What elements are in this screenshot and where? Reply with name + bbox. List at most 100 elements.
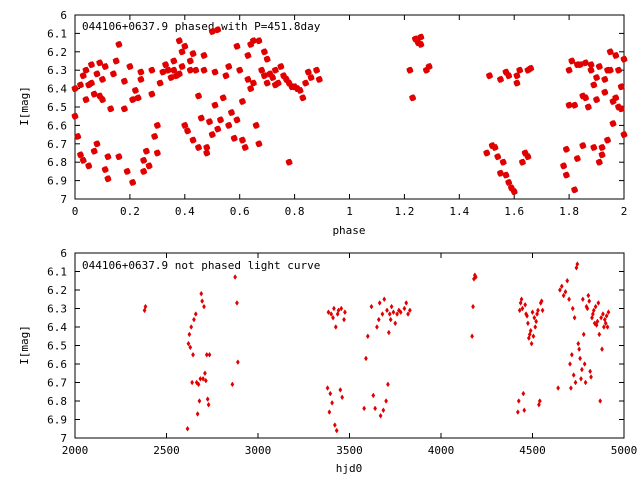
phased-data-point bbox=[505, 178, 513, 186]
phased-data-point bbox=[214, 26, 222, 34]
bottom-x-tick-label: 2500 bbox=[153, 444, 180, 457]
phased-data-point bbox=[587, 66, 595, 74]
phased-data-point bbox=[71, 85, 79, 93]
phased-data-point bbox=[595, 158, 603, 166]
phased-data-point bbox=[101, 63, 109, 70]
phased-light-curve-panel: 044106+0637.9 phased with P=451.8day pha… bbox=[18, 9, 628, 237]
phased-data-point bbox=[590, 144, 598, 151]
unphased-data-point bbox=[333, 324, 338, 330]
phased-data-point bbox=[425, 63, 433, 70]
unphased-data-point bbox=[540, 307, 545, 314]
phased-data-point bbox=[167, 74, 175, 82]
phased-data-point bbox=[313, 66, 321, 74]
phased-data-point bbox=[584, 103, 592, 111]
phased-data-point bbox=[260, 48, 268, 56]
top-x-tick-label: 2 bbox=[621, 205, 628, 218]
unphased-data-point bbox=[203, 370, 207, 377]
phased-data-point bbox=[129, 178, 137, 186]
top-x-tick-label: 0.6 bbox=[230, 205, 250, 218]
phased-data-point bbox=[244, 75, 252, 83]
phased-data-point bbox=[208, 28, 216, 36]
unphased-data-point bbox=[326, 309, 331, 316]
top-y-tick-label: 6.7 bbox=[47, 138, 67, 151]
bottom-y-tick-label: 6.6 bbox=[47, 358, 67, 371]
top-y-tick-label: 6.1 bbox=[47, 27, 67, 40]
bottom-y-tick-label: 6.5 bbox=[47, 340, 67, 353]
phased-data-point bbox=[120, 105, 128, 113]
unphased-data-point bbox=[195, 411, 200, 417]
unphased-data-point bbox=[473, 274, 478, 280]
phased-data-point bbox=[79, 72, 87, 80]
top-x-tick-label: 1.6 bbox=[504, 205, 524, 218]
phased-data-point bbox=[104, 153, 112, 161]
unphased-data-point bbox=[516, 398, 521, 404]
unphased-data-point bbox=[190, 379, 195, 386]
unphased-data-point bbox=[185, 425, 190, 432]
unphased-data-point bbox=[587, 298, 592, 304]
phased-data-point bbox=[565, 101, 573, 109]
phased-data-point bbox=[181, 42, 189, 50]
phased-data-point bbox=[192, 66, 200, 74]
phased-data-point bbox=[598, 144, 606, 151]
top-y-tick-label: 6.9 bbox=[47, 175, 67, 188]
phased-data-point bbox=[513, 79, 521, 87]
phased-data-point bbox=[307, 74, 315, 82]
phased-data-point bbox=[417, 40, 425, 48]
phased-data-point bbox=[486, 72, 493, 80]
unphased-data-point bbox=[470, 333, 475, 340]
phased-data-point bbox=[609, 120, 617, 128]
phased-data-point bbox=[620, 55, 628, 63]
unphased-data-point bbox=[230, 381, 235, 388]
phased-data-point bbox=[565, 66, 573, 74]
unphased-data-point bbox=[606, 309, 611, 316]
unphased-data-point bbox=[373, 405, 378, 412]
bottom-y-tick-label: 6.4 bbox=[47, 321, 67, 334]
phased-data-point bbox=[82, 96, 90, 104]
unphased-data-point bbox=[585, 305, 590, 312]
phased-data-point bbox=[142, 147, 150, 155]
unphased-data-point bbox=[520, 305, 525, 312]
phased-data-point bbox=[77, 151, 84, 159]
phased-data-point bbox=[236, 66, 244, 74]
phased-data-point bbox=[214, 125, 222, 133]
unphased-data-point bbox=[591, 307, 596, 314]
unphased-data-point bbox=[375, 324, 379, 330]
unphased-data-point bbox=[556, 385, 561, 391]
phased-data-point bbox=[77, 81, 84, 89]
unphased-data-point bbox=[558, 287, 562, 293]
phased-data-point bbox=[571, 186, 579, 194]
unphased-data-point bbox=[583, 379, 588, 386]
phased-data-point bbox=[211, 101, 219, 109]
unphased-data-point bbox=[518, 300, 523, 306]
unphased-data-point bbox=[338, 387, 343, 393]
unphased-data-point bbox=[523, 301, 528, 308]
phased-data-point bbox=[206, 118, 213, 126]
phased-data-point bbox=[579, 142, 587, 150]
phased-data-point bbox=[74, 132, 82, 140]
top-y-tick-label: 7 bbox=[60, 193, 67, 206]
unphased-data-point bbox=[559, 283, 564, 290]
phased-data-point bbox=[244, 52, 252, 59]
unphased-data-point bbox=[581, 331, 586, 338]
unphased-data-point bbox=[530, 309, 535, 316]
phased-data-point bbox=[126, 63, 134, 70]
unphased-data-point bbox=[331, 314, 335, 321]
phased-data-point bbox=[513, 72, 521, 80]
phased-data-point bbox=[79, 156, 87, 164]
phased-data-point bbox=[189, 136, 197, 144]
bottom-x-tick-label: 5000 bbox=[611, 444, 638, 457]
phased-data-point bbox=[211, 68, 219, 76]
phased-data-point bbox=[516, 66, 524, 74]
unphased-data-point bbox=[192, 316, 196, 323]
phased-data-point bbox=[151, 132, 159, 140]
unphased-data-point bbox=[378, 412, 383, 419]
phased-data-point bbox=[137, 68, 145, 76]
top-y-tick-label: 6.8 bbox=[47, 156, 67, 169]
unphased-data-point bbox=[537, 398, 542, 404]
phased-data-point bbox=[164, 66, 172, 74]
phased-data-point bbox=[178, 63, 186, 70]
bottom-y-tick-label: 6.2 bbox=[47, 284, 67, 297]
unphased-data-point bbox=[369, 303, 374, 310]
phased-data-point bbox=[153, 121, 161, 129]
phased-data-point bbox=[120, 77, 128, 85]
